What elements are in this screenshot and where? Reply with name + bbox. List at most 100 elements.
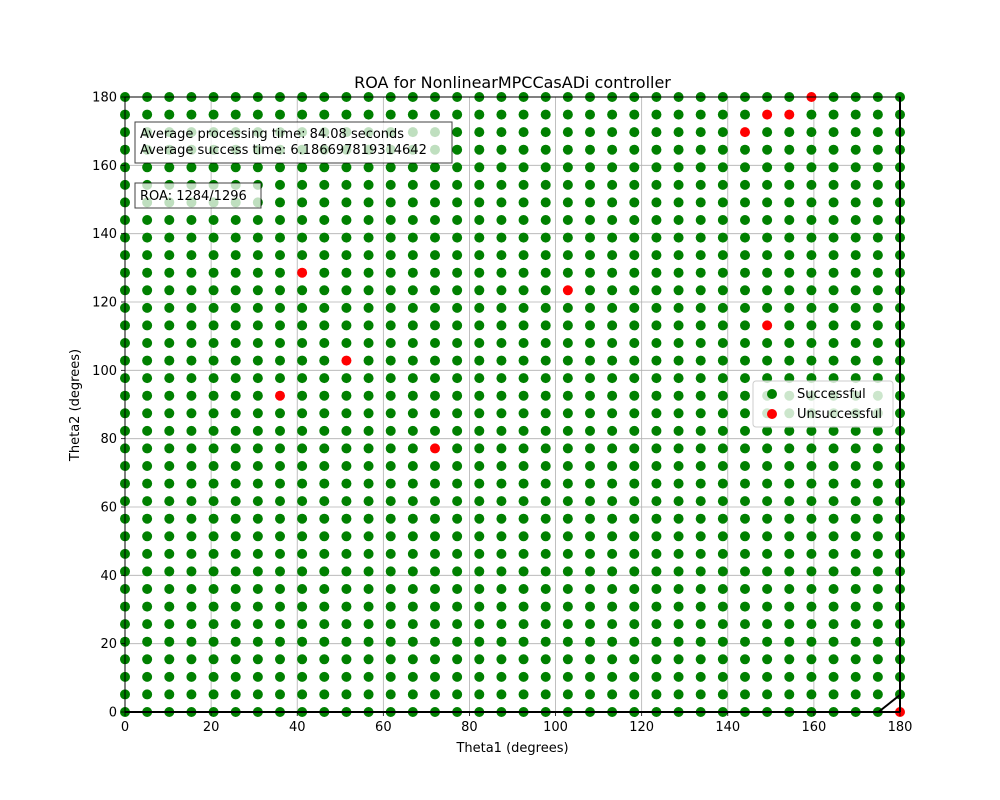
successful-point bbox=[806, 566, 817, 577]
successful-point bbox=[762, 127, 773, 138]
successful-point bbox=[673, 496, 684, 507]
successful-point bbox=[740, 654, 750, 665]
successful-point bbox=[164, 513, 175, 524]
successful-point bbox=[186, 162, 197, 173]
successful-point bbox=[208, 373, 219, 384]
successful-point bbox=[385, 461, 396, 471]
successful-point bbox=[407, 531, 418, 542]
successful-point bbox=[585, 355, 595, 366]
successful-point bbox=[430, 478, 440, 489]
successful-point bbox=[319, 425, 330, 436]
successful-point bbox=[717, 654, 728, 665]
x-tick-label: 80 bbox=[461, 720, 478, 735]
successful-point bbox=[142, 478, 153, 489]
successful-point bbox=[208, 548, 219, 559]
successful-point bbox=[673, 566, 684, 577]
successful-point bbox=[164, 601, 175, 612]
successful-point bbox=[496, 425, 507, 436]
successful-point bbox=[208, 338, 219, 348]
unsuccessful-point bbox=[430, 443, 440, 454]
successful-point bbox=[784, 232, 795, 243]
successful-point bbox=[828, 109, 839, 120]
successful-point bbox=[518, 548, 529, 559]
successful-point bbox=[740, 531, 750, 542]
successful-point bbox=[585, 373, 595, 384]
successful-point bbox=[474, 601, 485, 612]
successful-point bbox=[275, 566, 285, 577]
successful-point bbox=[474, 355, 485, 366]
successful-point bbox=[230, 671, 241, 682]
successful-point bbox=[717, 390, 728, 401]
successful-point bbox=[585, 127, 595, 138]
successful-point bbox=[407, 302, 418, 313]
successful-point bbox=[651, 338, 662, 348]
successful-point bbox=[607, 689, 618, 700]
successful-point bbox=[430, 267, 440, 278]
successful-point bbox=[872, 109, 883, 120]
successful-point bbox=[407, 443, 418, 454]
successful-point bbox=[275, 285, 285, 296]
successful-point bbox=[607, 355, 618, 366]
successful-point bbox=[430, 601, 440, 612]
successful-point bbox=[607, 619, 618, 630]
successful-point bbox=[717, 197, 728, 208]
successful-point bbox=[297, 601, 308, 612]
successful-point bbox=[762, 513, 773, 524]
successful-point bbox=[430, 408, 440, 419]
successful-point bbox=[806, 584, 817, 594]
y-tick-label: 100 bbox=[92, 364, 117, 379]
successful-point bbox=[740, 390, 750, 401]
successful-point bbox=[673, 127, 684, 138]
successful-point bbox=[430, 671, 440, 682]
successful-point bbox=[540, 461, 551, 471]
successful-point bbox=[607, 197, 618, 208]
successful-point bbox=[740, 461, 750, 471]
successful-point bbox=[341, 496, 352, 507]
successful-point bbox=[518, 425, 529, 436]
successful-point bbox=[275, 531, 285, 542]
successful-point bbox=[540, 408, 551, 419]
successful-point bbox=[673, 408, 684, 419]
successful-point bbox=[164, 671, 175, 682]
successful-point bbox=[341, 425, 352, 436]
successful-point bbox=[850, 320, 861, 331]
successful-point bbox=[496, 320, 507, 331]
successful-point bbox=[607, 320, 618, 331]
successful-point bbox=[695, 250, 706, 261]
successful-point bbox=[164, 461, 175, 471]
successful-point bbox=[651, 285, 662, 296]
successful-point bbox=[385, 425, 396, 436]
successful-point bbox=[717, 601, 728, 612]
successful-point bbox=[872, 671, 883, 682]
unsuccessful-point bbox=[762, 320, 773, 331]
successful-point bbox=[385, 619, 396, 630]
successful-point bbox=[275, 250, 285, 261]
successful-point bbox=[540, 601, 551, 612]
successful-point bbox=[363, 373, 374, 384]
successful-point bbox=[363, 513, 374, 524]
successful-point bbox=[341, 531, 352, 542]
successful-point bbox=[651, 531, 662, 542]
successful-point bbox=[319, 689, 330, 700]
successful-point bbox=[717, 144, 728, 155]
successful-point bbox=[297, 232, 308, 243]
successful-point bbox=[341, 478, 352, 489]
successful-point bbox=[319, 302, 330, 313]
successful-point bbox=[142, 320, 153, 331]
successful-point bbox=[164, 531, 175, 542]
successful-point bbox=[518, 689, 529, 700]
successful-point bbox=[230, 302, 241, 313]
successful-point bbox=[186, 355, 197, 366]
successful-point bbox=[629, 443, 640, 454]
successful-point bbox=[474, 144, 485, 155]
successful-point bbox=[363, 531, 374, 542]
successful-point bbox=[762, 619, 773, 630]
successful-point bbox=[385, 531, 396, 542]
successful-point bbox=[252, 671, 263, 682]
successful-point bbox=[784, 127, 795, 138]
successful-point bbox=[784, 338, 795, 348]
successful-point bbox=[540, 197, 551, 208]
successful-point bbox=[695, 144, 706, 155]
successful-point bbox=[186, 425, 197, 436]
successful-point bbox=[407, 408, 418, 419]
